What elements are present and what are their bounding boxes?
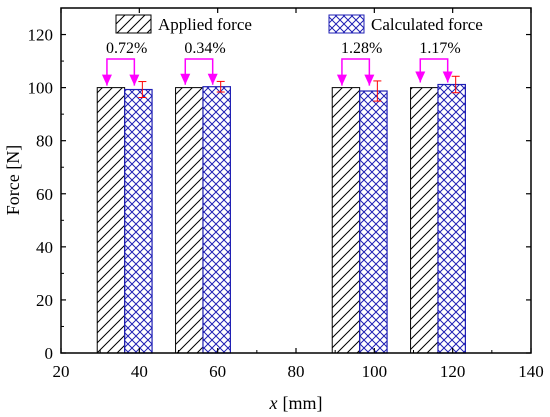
x-axis-ticks: 20 40 60 80 100 120 140 — [53, 8, 544, 381]
bracket-line-40 — [106, 58, 136, 86]
bracket-line-120 — [419, 58, 449, 83]
arrowhead-applied-40 — [101, 74, 112, 86]
x-tick-label-40: 40 — [131, 362, 148, 381]
annotation-arrows-layer — [101, 58, 453, 86]
arrowhead-calculated-40 — [129, 74, 140, 86]
x-tick-label-80: 80 — [288, 362, 305, 381]
y-axis-ticks: 0 20 40 60 80 100 120 — [28, 26, 531, 363]
bracket-line-60 — [184, 58, 214, 85]
x-tick-label-120: 120 — [440, 362, 466, 381]
percent-label-100: 1.28% — [341, 40, 382, 57]
x-tick-label-60: 60 — [209, 362, 226, 381]
arrowhead-calculated-100 — [364, 74, 375, 86]
y-tick-label-100: 100 — [28, 79, 54, 98]
x-axis-unit: [mm] — [283, 393, 323, 413]
bar-calculated-100 — [359, 90, 388, 354]
y-tick-label-0: 0 — [45, 344, 54, 363]
arrowhead-applied-120 — [415, 71, 426, 83]
percent-label-60: 0.34% — [184, 40, 225, 57]
legend-swatch-applied — [115, 14, 152, 34]
bars-layer — [96, 83, 466, 354]
y-tick-label-40: 40 — [36, 238, 53, 257]
annotation-labels-layer: 0.72% 0.34% 1.28% 1.17% — [106, 40, 461, 57]
bar-applied-60 — [175, 87, 204, 354]
legend-swatch-calculated — [328, 14, 365, 34]
y-tick-label-120: 120 — [28, 26, 54, 45]
y-tick-label-80: 80 — [36, 132, 53, 151]
legend-label-applied: Applied force — [158, 15, 252, 34]
arrowhead-applied-100 — [336, 74, 347, 86]
bar-applied-120 — [410, 87, 439, 354]
y-tick-label-20: 20 — [36, 291, 53, 310]
bar-calculated-120 — [437, 83, 466, 354]
x-tick-label-100: 100 — [362, 362, 388, 381]
arrowhead-calculated-60 — [207, 73, 218, 85]
bar-applied-40 — [96, 87, 126, 354]
arrowhead-calculated-120 — [442, 71, 453, 83]
arrowhead-applied-60 — [180, 73, 191, 85]
x-axis-variable: x — [269, 393, 278, 413]
bar-calculated-40 — [124, 88, 153, 354]
legend-label-calculated: Calculated force — [371, 15, 483, 34]
y-axis-title: Force [N] — [3, 145, 23, 215]
legend: Applied force Calculated force — [115, 14, 483, 34]
percent-label-120: 1.17% — [419, 40, 460, 57]
bar-calculated-60 — [202, 86, 231, 354]
percent-label-40: 0.72% — [106, 40, 147, 57]
x-tick-label-20: 20 — [53, 362, 70, 381]
x-axis-title: x [mm] — [269, 393, 323, 413]
bracket-line-100 — [341, 58, 371, 86]
error-bars-layer — [138, 75, 460, 102]
x-tick-label-140: 140 — [518, 362, 544, 381]
bar-applied-100 — [331, 87, 361, 354]
y-tick-label-60: 60 — [36, 185, 53, 204]
